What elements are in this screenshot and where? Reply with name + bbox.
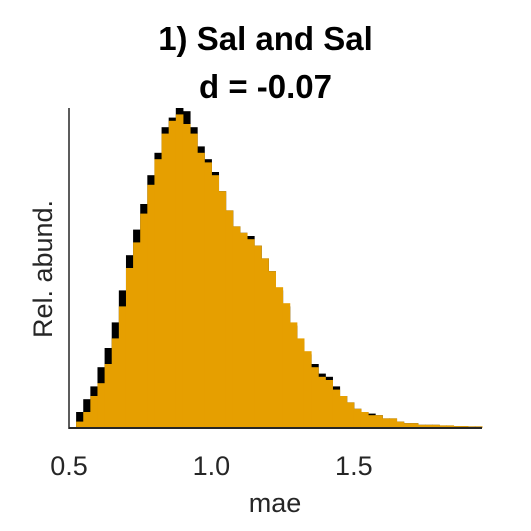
chart-title: 1) Sal and Sal <box>158 20 373 57</box>
orange-bar-18 <box>197 152 205 429</box>
orange-bar-24 <box>239 232 248 428</box>
orange-bar-26 <box>254 245 262 428</box>
orange-bar-45 <box>389 418 398 428</box>
orange-bar-53 <box>446 425 455 428</box>
orange-bar-21 <box>218 191 227 428</box>
orange-bar-48 <box>410 423 419 428</box>
orange-bar-28 <box>268 271 276 428</box>
orange-bar-44 <box>382 418 390 428</box>
x-axis-label: mae <box>249 488 302 518</box>
orange-bar-38 <box>339 396 348 428</box>
orange-bar-34 <box>311 367 319 428</box>
orange-bar-46 <box>396 421 405 428</box>
orange-bar-52 <box>439 425 447 428</box>
orange-bar-13 <box>161 133 170 428</box>
x-tick-labels: 0.5 1.0 1.5 <box>50 451 372 481</box>
orange-bar-12 <box>154 159 163 428</box>
orange-bar-37 <box>332 389 341 428</box>
orange-bar-5 <box>104 364 113 428</box>
black-bar-1 <box>76 412 84 428</box>
orange-bar-36 <box>325 380 333 428</box>
orange-bar-1 <box>76 421 84 428</box>
orange-bar-43 <box>375 415 383 428</box>
x-tick-label: 1.0 <box>193 451 231 481</box>
y-axis-label: Rel. abund. <box>28 200 58 338</box>
orange-bar-42 <box>368 415 376 428</box>
orange-bar-41 <box>360 412 369 428</box>
orange-bar-27 <box>261 258 269 428</box>
orange-bar-16 <box>182 124 191 428</box>
x-tick-label: 1.5 <box>335 451 373 481</box>
orange-bar-17 <box>190 133 198 428</box>
orange-bar-20 <box>211 175 220 428</box>
orange-bar-25 <box>247 239 255 428</box>
series-orange-bars <box>76 114 483 429</box>
orange-bar-22 <box>225 210 234 428</box>
orange-bar-30 <box>282 303 291 428</box>
orange-bar-29 <box>275 287 284 428</box>
orange-bar-11 <box>147 184 155 428</box>
orange-bar-33 <box>303 351 312 428</box>
orange-bar-4 <box>97 383 106 428</box>
x-tick-label: 0.5 <box>50 451 88 481</box>
orange-bar-50 <box>425 424 433 428</box>
orange-bar-31 <box>289 322 298 428</box>
orange-bar-51 <box>432 424 440 428</box>
chart-subtitle: d = -0.07 <box>199 68 332 105</box>
orange-bar-3 <box>90 396 98 428</box>
orange-bar-14 <box>168 120 177 429</box>
orange-bar-23 <box>232 226 241 428</box>
orange-bar-2 <box>83 412 91 428</box>
orange-bar-7 <box>118 306 127 428</box>
orange-bar-9 <box>133 242 141 428</box>
orange-bar-49 <box>417 424 426 428</box>
orange-bar-40 <box>353 408 362 428</box>
orange-bar-15 <box>175 114 184 429</box>
orange-bar-47 <box>403 423 412 428</box>
orange-bar-39 <box>346 402 355 428</box>
orange-bar-8 <box>125 268 134 428</box>
orange-bar-19 <box>204 162 212 428</box>
orange-bar-10 <box>140 213 148 428</box>
orange-bar-35 <box>318 376 326 428</box>
orange-bar-6 <box>111 338 120 428</box>
orange-bar-32 <box>296 338 305 428</box>
